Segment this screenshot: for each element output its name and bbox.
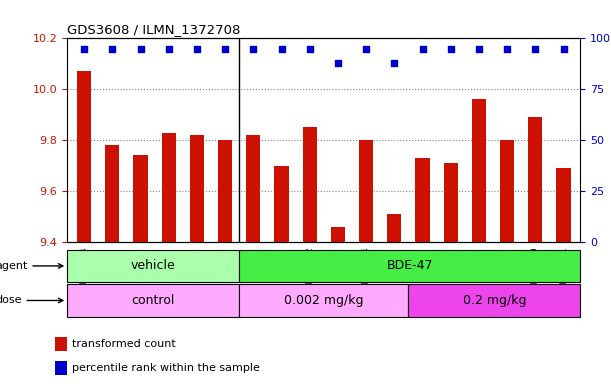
Bar bbox=[240, 250, 580, 282]
Point bbox=[530, 46, 540, 52]
Bar bbox=[67, 284, 240, 317]
Point bbox=[361, 46, 371, 52]
Point bbox=[305, 46, 315, 52]
Bar bbox=[557, 168, 571, 384]
Point bbox=[136, 46, 145, 52]
Text: 0.2 mg/kg: 0.2 mg/kg bbox=[463, 294, 526, 307]
Bar bbox=[240, 284, 408, 317]
Point bbox=[558, 46, 568, 52]
Bar bbox=[444, 163, 458, 384]
Point bbox=[502, 46, 512, 52]
Text: agent: agent bbox=[0, 261, 63, 271]
Point bbox=[220, 46, 230, 52]
Bar bbox=[472, 99, 486, 384]
Point bbox=[164, 46, 174, 52]
Bar bbox=[55, 337, 67, 351]
Bar bbox=[162, 132, 176, 384]
Text: dose: dose bbox=[0, 295, 63, 306]
Bar bbox=[302, 127, 316, 384]
Bar bbox=[500, 140, 514, 384]
Bar bbox=[133, 156, 148, 384]
Point bbox=[418, 46, 428, 52]
Point bbox=[333, 60, 343, 66]
Point bbox=[446, 46, 456, 52]
Bar bbox=[190, 135, 204, 384]
Bar bbox=[55, 361, 67, 375]
Bar bbox=[359, 140, 373, 384]
Text: transformed count: transformed count bbox=[72, 339, 176, 349]
Text: BDE-47: BDE-47 bbox=[387, 260, 433, 272]
Point bbox=[108, 46, 117, 52]
Bar bbox=[331, 227, 345, 384]
Bar bbox=[105, 145, 119, 384]
Bar bbox=[218, 140, 232, 384]
Text: 0.002 mg/kg: 0.002 mg/kg bbox=[284, 294, 364, 307]
Text: control: control bbox=[131, 294, 175, 307]
Bar bbox=[246, 135, 260, 384]
Point bbox=[474, 46, 484, 52]
Text: percentile rank within the sample: percentile rank within the sample bbox=[72, 363, 260, 373]
Bar bbox=[415, 158, 430, 384]
Text: GDS3608 / ILMN_1372708: GDS3608 / ILMN_1372708 bbox=[67, 23, 241, 36]
Point bbox=[389, 60, 399, 66]
Text: vehicle: vehicle bbox=[131, 260, 175, 272]
Point bbox=[277, 46, 287, 52]
Bar bbox=[77, 71, 91, 384]
Point bbox=[249, 46, 258, 52]
Point bbox=[192, 46, 202, 52]
Bar bbox=[274, 166, 288, 384]
Bar bbox=[408, 284, 580, 317]
Point bbox=[79, 46, 89, 52]
Bar bbox=[529, 117, 543, 384]
Bar bbox=[387, 214, 401, 384]
Bar bbox=[67, 250, 240, 282]
